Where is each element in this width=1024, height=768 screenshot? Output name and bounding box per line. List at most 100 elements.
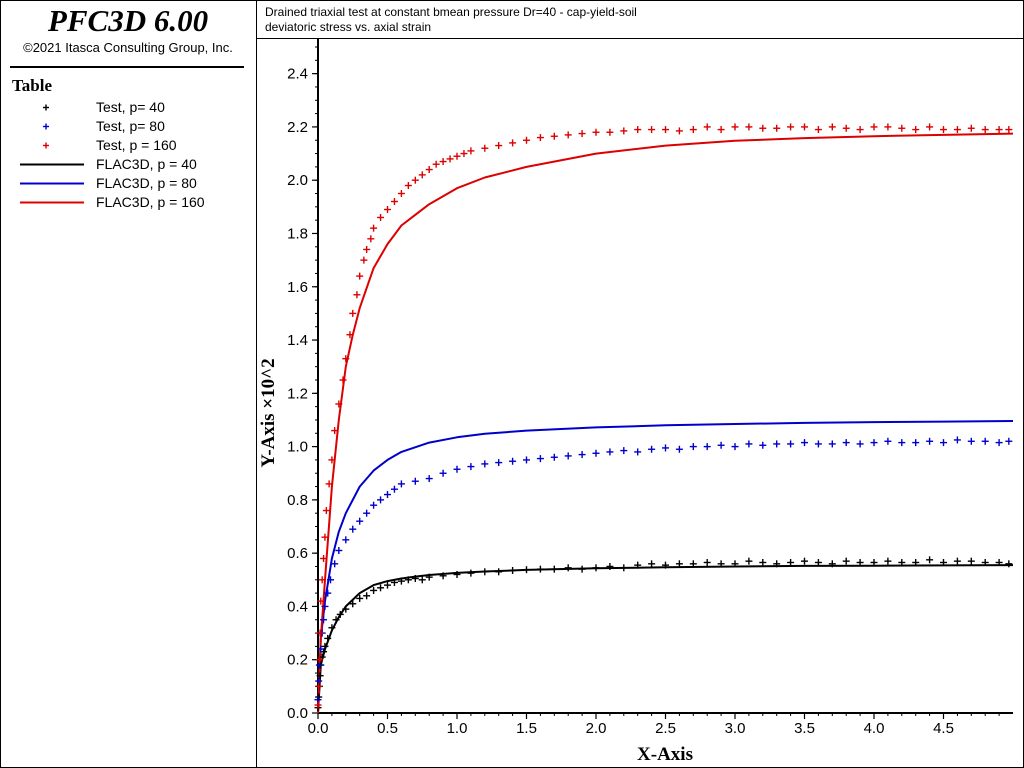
data-point [536, 565, 544, 573]
series-flac3d-p-160 [317, 132, 1014, 714]
data-point [898, 558, 906, 566]
data-point [349, 525, 357, 533]
legend-marker-sample [43, 142, 49, 149]
copyright-text: ©2021 Itasca Consulting Group, Inc. [23, 40, 233, 55]
data-point [363, 245, 371, 253]
data-point [495, 142, 503, 150]
data-point [787, 123, 795, 131]
legend-label: FLAC3D, p = 80 [96, 175, 197, 191]
data-point [634, 126, 642, 134]
data-point [662, 444, 669, 452]
legend-item-flac3d-p40[interactable]: FLAC3D, p = 40 [10, 155, 250, 174]
data-point [967, 557, 975, 565]
data-point [550, 565, 558, 573]
data-point [801, 439, 808, 447]
data-point [689, 560, 697, 568]
data-point [675, 445, 683, 453]
data-point [370, 501, 378, 509]
data-point [675, 560, 683, 568]
y-tick-label: 1.6 [287, 279, 308, 296]
data-point [523, 566, 530, 574]
data-point [335, 546, 343, 554]
data-point [842, 124, 850, 132]
data-point [884, 437, 892, 445]
data-point [384, 206, 391, 214]
data-point [870, 123, 878, 131]
logo-rule [10, 66, 244, 68]
data-point [439, 158, 447, 166]
data-point [397, 190, 405, 198]
legend-item-flac3d-p80[interactable]: FLAC3D, p = 80 [10, 174, 250, 193]
data-point [318, 576, 326, 584]
data-point [689, 443, 697, 451]
legend-item-test-p80[interactable]: Test, p= 80 [10, 117, 250, 136]
data-point [363, 509, 371, 517]
data-point [325, 480, 333, 488]
data-point [940, 558, 947, 566]
legend-item-test-p160[interactable]: Test, p = 160 [10, 136, 250, 155]
legend-item-flac3d-p160[interactable]: FLAC3D, p = 160 [10, 193, 250, 212]
data-point [634, 561, 642, 569]
data-point [842, 557, 850, 565]
data-point [995, 439, 1003, 447]
data-point [564, 564, 572, 572]
data-point [384, 491, 391, 499]
data-point [481, 568, 489, 576]
data-point [884, 557, 892, 565]
x-tick-label: 2.5 [655, 720, 676, 737]
data-point [317, 597, 325, 605]
legend-marker-blue [43, 123, 49, 130]
legend-label: FLAC3D, p = 160 [96, 194, 205, 210]
data-point [717, 560, 725, 568]
data-point [578, 565, 586, 573]
data-point [404, 182, 412, 190]
data-point [425, 573, 433, 581]
data-point [981, 126, 989, 134]
data-point [801, 123, 808, 131]
legend-label: FLAC3D, p = 40 [96, 156, 197, 172]
y-tick-label: 2.2 [287, 119, 308, 136]
chart-axes: 0.0 0.5 1.0 1.5 2.0 2.5 3.0 3.5 4.0 4.5 0.0 0.2 0.4 0… [287, 39, 1013, 737]
series-flac3d-p-80 [317, 420, 1014, 714]
plot-subtitle: deviatoric stress vs. axial strain [265, 20, 432, 34]
data-point [731, 123, 739, 131]
data-point [856, 440, 864, 448]
data-point [995, 126, 1003, 134]
data-point [745, 440, 753, 448]
data-point [336, 610, 344, 618]
data-point [787, 558, 795, 566]
data-point [418, 576, 426, 584]
data-point [328, 456, 336, 464]
data-point [926, 437, 934, 445]
data-point [356, 594, 364, 602]
data-point [439, 572, 447, 580]
data-point [620, 447, 628, 455]
data-point [884, 123, 892, 131]
legend-label: Test, p = 160 [96, 137, 177, 153]
chart-canvas[interactable]: 0.0 0.5 1.0 1.5 2.0 2.5 3.0 3.5 4.0 4.5 0.0 0.2 0.4 0… [257, 39, 1023, 767]
chart-series-layer [314, 123, 1014, 714]
data-point [460, 150, 468, 158]
data-point [953, 436, 961, 444]
series-test-p-40 [314, 556, 1013, 712]
data-point [828, 440, 836, 448]
data-point [332, 616, 340, 624]
data-point [912, 558, 920, 566]
y-tick-label: 0.0 [287, 705, 308, 722]
data-point [481, 144, 489, 152]
data-point [418, 171, 426, 179]
data-point [564, 452, 572, 460]
data-point [390, 578, 398, 586]
panel-divider [256, 0, 257, 768]
plot-title: Drained triaxial test at constant bmean … [265, 5, 637, 19]
data-point [967, 437, 975, 445]
data-point [662, 126, 669, 134]
legend-item-test-p40[interactable]: Test, p= 40 [10, 98, 250, 117]
data-point [339, 376, 347, 384]
data-point [703, 558, 711, 566]
y-tick-label: 0.8 [287, 492, 308, 509]
data-point [940, 439, 947, 447]
data-point [320, 616, 328, 624]
data-point [564, 131, 572, 139]
data-point [536, 134, 544, 142]
